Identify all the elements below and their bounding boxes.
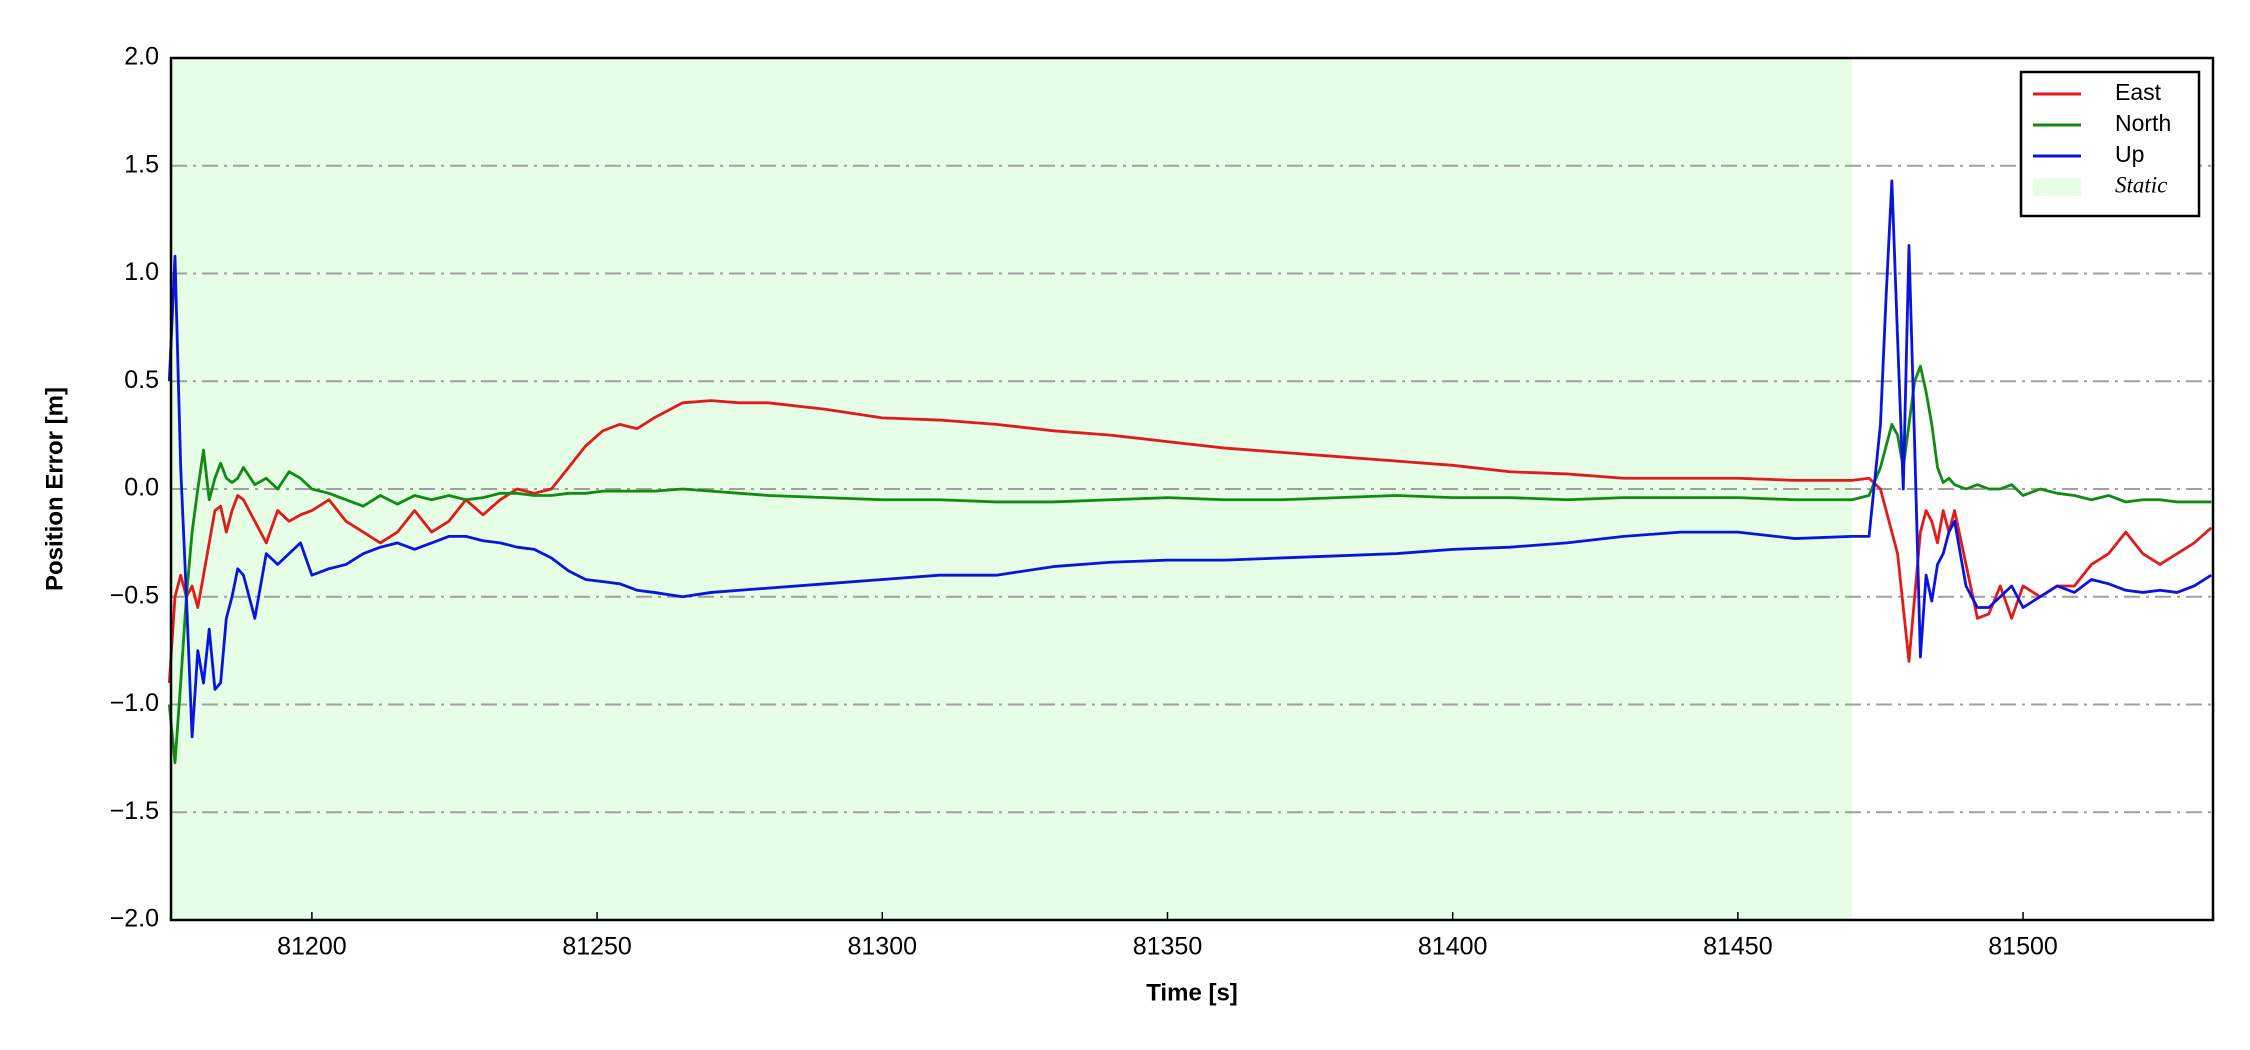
x-axis-label: Time [s] xyxy=(1146,979,1238,1006)
x-tick-label: 81450 xyxy=(1703,933,1773,961)
y-tick-label: 2.0 xyxy=(124,43,159,71)
y-tick-label: −2.0 xyxy=(110,905,159,933)
y-tick-label: 0.0 xyxy=(124,474,159,502)
y-tick-label: 0.5 xyxy=(124,366,159,394)
series-line xyxy=(167,179,2213,739)
legend-label: Static xyxy=(2115,172,2167,197)
y-tick-label: 1.0 xyxy=(124,258,159,286)
series-line xyxy=(167,399,2213,684)
legend-label: East xyxy=(2115,79,2162,105)
plot-frame xyxy=(169,56,2215,922)
x-tick-label: 81350 xyxy=(1133,933,1203,961)
y-tick-label: 1.5 xyxy=(124,150,159,178)
x-tick-label: 81200 xyxy=(277,933,347,961)
x-tick-label: 81500 xyxy=(1988,933,2058,961)
legend-label: Up xyxy=(2115,141,2144,167)
x-tick-label: 81300 xyxy=(848,933,918,961)
x-tick-label: 81250 xyxy=(562,933,632,961)
y-tick-label: −1.0 xyxy=(110,689,159,717)
y-tick-label: −1.5 xyxy=(110,797,159,825)
series-line xyxy=(167,364,2212,765)
y-axis-label: Position Error [m] xyxy=(41,387,68,591)
legend-label: North xyxy=(2115,110,2171,136)
legend-swatch xyxy=(2033,178,2081,196)
y-tick-label: −0.5 xyxy=(110,581,159,609)
x-tick-label: 81400 xyxy=(1418,933,1488,961)
